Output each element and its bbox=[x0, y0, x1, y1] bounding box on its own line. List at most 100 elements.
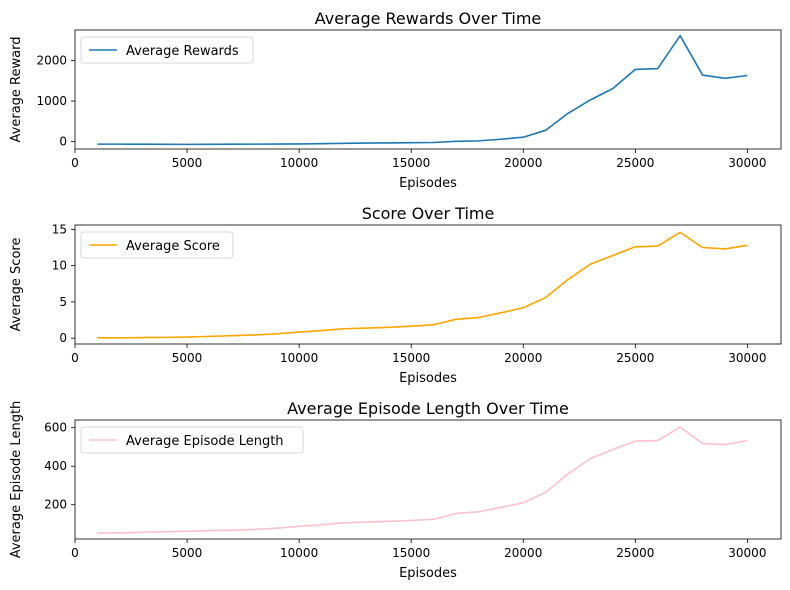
episode-length-legend-box bbox=[80, 426, 304, 454]
score-x-tick-label: 20000 bbox=[504, 351, 542, 365]
episode-length-data-point bbox=[635, 440, 637, 442]
episode-length-chart: Average Episode Length Over Time 0 5000 100… bbox=[9, 399, 782, 581]
episode-length-data-point bbox=[522, 502, 524, 504]
score-x-tick-label: 15000 bbox=[392, 351, 430, 365]
score-data-point bbox=[679, 231, 681, 233]
episode-length-x-tick-label: 10000 bbox=[280, 546, 318, 560]
episode-length-y-axis-label: Average Episode Length bbox=[9, 401, 24, 559]
score-data-point bbox=[164, 337, 166, 339]
episode-length-data-point bbox=[612, 449, 614, 451]
score-series-line bbox=[97, 231, 748, 339]
episode-length-y-tick-label: 400 bbox=[44, 459, 67, 473]
episode-length-data-point bbox=[433, 519, 435, 521]
episode-length-data-point bbox=[97, 532, 99, 534]
rewards-data-point bbox=[545, 130, 547, 132]
rewards-data-point bbox=[702, 74, 704, 76]
rewards-legend-box bbox=[80, 36, 254, 64]
episode-length-y-tick-label: 200 bbox=[44, 498, 67, 512]
score-x-tick-label: 5000 bbox=[172, 351, 203, 365]
rewards-data-point bbox=[254, 143, 256, 145]
rewards-data-point bbox=[455, 140, 457, 142]
score-data-point bbox=[254, 334, 256, 336]
rewards-x-tick-label: 0 bbox=[71, 156, 79, 170]
rewards-data-point bbox=[119, 143, 121, 145]
episode-length-data-point bbox=[231, 529, 233, 531]
rewards-x-axis-label: Episodes bbox=[399, 176, 457, 191]
score-y-axis-label: Average Score bbox=[9, 238, 24, 332]
rewards-data-point bbox=[321, 143, 323, 145]
score-y-tick-label: 10 bbox=[52, 259, 67, 273]
episode-length-data-point bbox=[343, 522, 345, 524]
score-x-tick-label: 0 bbox=[71, 351, 79, 365]
rewards-data-point bbox=[343, 143, 345, 145]
rewards-data-point bbox=[433, 142, 435, 144]
episode-length-data-point bbox=[164, 531, 166, 533]
episode-length-data-point bbox=[724, 444, 726, 446]
rewards-data-point bbox=[612, 88, 614, 90]
episode-length-data-point bbox=[567, 473, 569, 475]
score-data-point bbox=[388, 327, 390, 329]
score-y-tick-label: 5 bbox=[59, 295, 67, 309]
episode-length-data-point bbox=[254, 529, 256, 531]
episode-length-data-point bbox=[657, 440, 659, 442]
rewards-data-point bbox=[567, 112, 569, 114]
rewards-data-point bbox=[388, 142, 390, 144]
episode-length-data-point bbox=[545, 491, 547, 493]
score-data-point bbox=[321, 330, 323, 332]
episode-length-chart-title: Average Episode Length Over Time bbox=[287, 399, 569, 418]
score-data-point bbox=[478, 317, 480, 319]
episode-length-data-point bbox=[500, 507, 502, 509]
score-data-point bbox=[141, 337, 143, 339]
rewards-data-point bbox=[635, 69, 637, 71]
rewards-data-point bbox=[141, 143, 143, 145]
rewards-data-point bbox=[679, 35, 681, 37]
rewards-data-point bbox=[590, 99, 592, 101]
score-axes-frame bbox=[74, 224, 782, 345]
episode-length-data-point bbox=[209, 530, 211, 532]
score-data-point bbox=[343, 328, 345, 330]
score-chart: Score Over Time 0 5000 10000 15000 20000 25000… bbox=[9, 204, 782, 386]
score-data-point bbox=[231, 335, 233, 337]
episode-length-data-point bbox=[455, 513, 457, 515]
episode-length-data-point bbox=[679, 426, 681, 428]
rewards-data-point bbox=[478, 140, 480, 142]
rewards-data-point bbox=[410, 142, 412, 144]
rewards-y-tick-label: 0 bbox=[59, 135, 67, 149]
score-data-point bbox=[522, 307, 524, 309]
episode-length-x-tick-label: 15000 bbox=[392, 546, 430, 560]
score-data-point bbox=[657, 245, 659, 247]
episode-length-series-line bbox=[97, 426, 748, 535]
rewards-data-point bbox=[231, 143, 233, 145]
rewards-series-line bbox=[97, 34, 748, 146]
episode-length-data-point bbox=[141, 531, 143, 533]
rewards-axes-frame bbox=[74, 29, 782, 150]
episode-length-data-point bbox=[119, 532, 121, 534]
score-y-tick-label: 0 bbox=[59, 331, 67, 345]
rewards-x-tick-label: 5000 bbox=[172, 156, 203, 170]
score-data-point bbox=[500, 312, 502, 314]
episode-length-data-point bbox=[747, 440, 749, 442]
episode-length-data-point bbox=[276, 527, 278, 529]
episode-length-axes-frame bbox=[74, 419, 782, 540]
score-data-point bbox=[119, 337, 121, 339]
rewards-data-point bbox=[209, 143, 211, 145]
score-legend-label: Average Score bbox=[126, 239, 220, 254]
score-data-point bbox=[97, 337, 99, 339]
score-data-point bbox=[455, 319, 457, 321]
rewards-x-tick-label: 25000 bbox=[616, 156, 654, 170]
rewards-data-point bbox=[97, 143, 99, 145]
score-data-point bbox=[612, 255, 614, 257]
episode-length-x-tick-label: 30000 bbox=[728, 546, 766, 560]
score-data-point bbox=[635, 246, 637, 248]
score-data-point bbox=[590, 263, 592, 265]
episode-length-data-point bbox=[478, 511, 480, 513]
rewards-data-point bbox=[276, 143, 278, 145]
episode-length-x-axis-label: Episodes bbox=[399, 566, 457, 581]
rewards-legend-label: Average Rewards bbox=[126, 44, 239, 59]
rewards-data-point bbox=[298, 143, 300, 145]
episode-length-data-point bbox=[410, 520, 412, 522]
rewards-x-tick-label: 30000 bbox=[728, 156, 766, 170]
score-data-point bbox=[433, 324, 435, 326]
